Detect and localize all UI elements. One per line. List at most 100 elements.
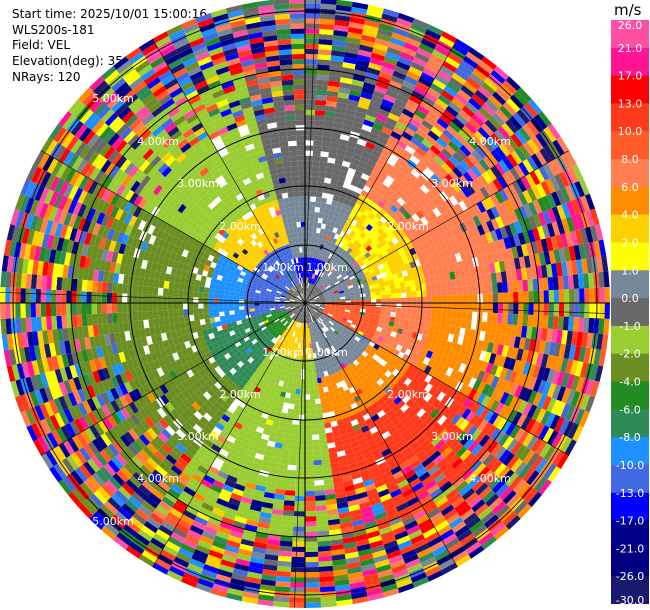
velocity-cell xyxy=(460,319,467,329)
velocity-cell xyxy=(290,582,305,588)
velocity-cell xyxy=(401,270,409,277)
velocity-cell xyxy=(494,191,505,204)
velocity-cell xyxy=(311,237,316,243)
velocity-cell xyxy=(434,155,446,167)
velocity-cell xyxy=(574,303,580,318)
velocity-cell xyxy=(401,149,413,160)
velocity-cell xyxy=(319,306,325,310)
velocity-cell xyxy=(502,101,517,116)
velocity-cell xyxy=(442,295,448,303)
velocity-cell xyxy=(361,34,376,43)
velocity-cell xyxy=(492,178,504,192)
velocity-cell xyxy=(305,109,316,116)
velocity-cell xyxy=(319,260,324,266)
velocity-cell xyxy=(440,317,447,326)
velocity-cell xyxy=(565,232,574,247)
velocity-cell xyxy=(472,215,482,227)
velocity-cell xyxy=(418,257,426,266)
velocity-cell xyxy=(322,187,330,194)
velocity-cell xyxy=(463,219,473,231)
velocity-cell xyxy=(293,511,305,517)
velocity-cell xyxy=(319,254,324,261)
velocity-cell xyxy=(508,258,516,271)
velocity-cell xyxy=(284,428,292,435)
velocity-cell xyxy=(411,213,421,223)
velocity-cell xyxy=(338,224,345,231)
velocity-cell xyxy=(385,270,392,277)
velocity-cell xyxy=(335,4,352,12)
velocity-cell xyxy=(567,274,574,290)
velocity-cell xyxy=(598,349,607,367)
velocity-cell xyxy=(330,220,336,228)
velocity-cell xyxy=(481,102,496,117)
velocity-cell xyxy=(396,292,402,299)
velocity-cell xyxy=(506,136,519,151)
velocity-cell xyxy=(328,272,334,278)
velocity-cell xyxy=(424,276,431,284)
velocity-cell xyxy=(332,195,340,202)
velocity-cell xyxy=(445,105,459,118)
velocity-cell xyxy=(481,312,488,323)
velocity-cell xyxy=(378,208,387,217)
velocity-cell xyxy=(360,189,369,198)
velocity-cell xyxy=(498,238,507,251)
velocity-cell xyxy=(411,90,425,101)
velocity-cell xyxy=(311,273,315,279)
velocity-cell xyxy=(437,214,446,225)
velocity-cell xyxy=(427,24,444,36)
velocity-cell xyxy=(460,85,475,98)
velocity-cell xyxy=(523,291,529,303)
velocity-cell xyxy=(344,291,350,295)
velocity-cell xyxy=(575,361,584,377)
velocity-cell xyxy=(502,80,518,95)
velocity-cell xyxy=(553,249,562,264)
velocity-cell xyxy=(598,239,607,257)
velocity-cell xyxy=(381,166,391,176)
velocity-cell xyxy=(558,248,567,263)
velocity-cell xyxy=(398,89,412,100)
velocity-cell xyxy=(518,337,526,350)
velocity-cell xyxy=(347,31,363,40)
velocity-cell xyxy=(325,304,331,306)
velocity-cell xyxy=(599,303,605,319)
velocity-cell xyxy=(351,1,369,10)
velocity-cell xyxy=(391,103,405,113)
velocity-cell xyxy=(503,237,512,250)
velocity-cell xyxy=(456,148,468,161)
velocity-cell xyxy=(371,184,380,193)
velocity-cell xyxy=(362,235,370,242)
velocity-cell xyxy=(389,37,406,47)
velocity-cell xyxy=(348,287,355,292)
velocity-cell xyxy=(454,343,463,354)
velocity-cell xyxy=(346,270,352,276)
velocity-cell xyxy=(452,334,460,344)
velocity-cell xyxy=(327,157,336,164)
velocity-cell xyxy=(317,270,322,276)
velocity-cell xyxy=(477,85,493,99)
velocity-cell xyxy=(332,288,339,293)
velocity-cell xyxy=(442,248,450,258)
velocity-cell xyxy=(485,322,493,333)
velocity-cell xyxy=(416,308,422,316)
velocity-cell xyxy=(344,259,351,266)
velocity-cell xyxy=(506,98,521,113)
velocity-cell xyxy=(311,429,319,435)
velocity-cell xyxy=(295,480,305,486)
velocity-cell xyxy=(316,186,324,193)
velocity-cell xyxy=(314,253,319,259)
velocity-cell xyxy=(445,208,455,220)
velocity-cell xyxy=(475,110,489,124)
velocity-cell xyxy=(441,221,450,232)
velocity-cell xyxy=(456,286,463,295)
velocity-cell xyxy=(395,218,404,227)
velocity-cell xyxy=(338,138,349,146)
velocity-cell xyxy=(413,85,427,97)
velocity-cell xyxy=(379,183,389,192)
velocity-cell xyxy=(429,145,442,156)
velocity-cell xyxy=(367,176,377,185)
velocity-cell xyxy=(499,105,513,120)
velocity-cell xyxy=(319,438,328,445)
velocity-cell xyxy=(346,205,354,213)
velocity-cell xyxy=(327,80,340,88)
velocity-cell xyxy=(346,234,353,242)
